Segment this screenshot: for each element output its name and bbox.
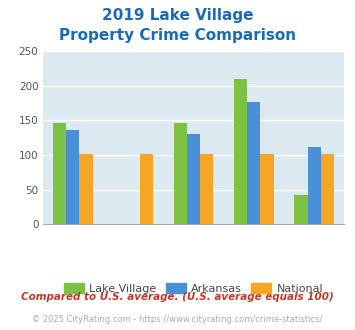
Bar: [200, 154, 213, 224]
Text: © 2025 CityRating.com - https://www.cityrating.com/crime-statistics/: © 2025 CityRating.com - https://www.city…: [32, 315, 323, 324]
Bar: [321, 154, 334, 224]
Bar: [66, 130, 80, 224]
Bar: [247, 102, 261, 224]
Bar: [53, 123, 66, 224]
Bar: [80, 154, 93, 224]
Bar: [234, 79, 247, 224]
Text: Property Crime Comparison: Property Crime Comparison: [59, 28, 296, 43]
Bar: [140, 154, 153, 224]
Text: Compared to U.S. average. (U.S. average equals 100): Compared to U.S. average. (U.S. average …: [21, 292, 334, 302]
Bar: [187, 134, 200, 224]
Bar: [294, 195, 307, 224]
Bar: [261, 154, 274, 224]
Bar: [307, 148, 321, 224]
Bar: [174, 123, 187, 224]
Legend: Lake Village, Arkansas, National: Lake Village, Arkansas, National: [59, 279, 328, 299]
Text: 2019 Lake Village: 2019 Lake Village: [102, 8, 253, 23]
